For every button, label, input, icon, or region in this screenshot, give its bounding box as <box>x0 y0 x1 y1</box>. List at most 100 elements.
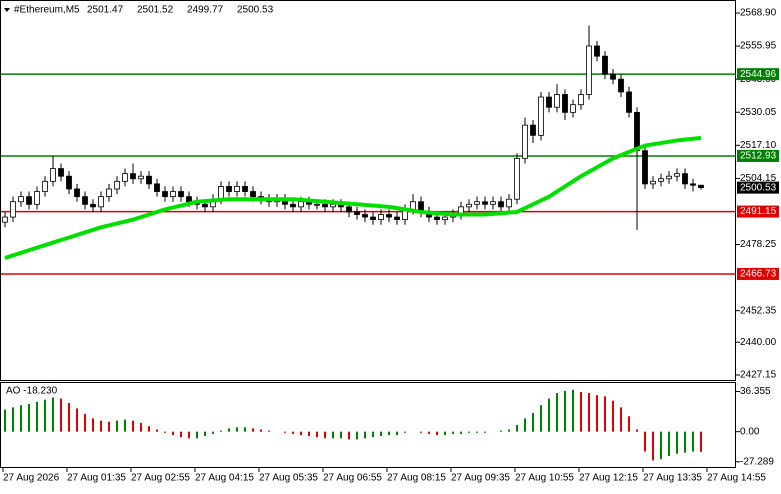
candle-body <box>90 203 96 208</box>
candle-body <box>202 203 208 208</box>
header-low: 2499.77 <box>187 5 224 16</box>
y-tick-label: 2452.35 <box>740 305 777 316</box>
candle-body <box>674 173 680 177</box>
y-tick-label: 2440.00 <box>740 337 777 348</box>
candle-body <box>490 201 496 205</box>
candle-body <box>66 175 72 190</box>
candle-body <box>442 216 448 221</box>
x-tick-label: 27 Aug 02:55 <box>131 473 190 484</box>
candle-body <box>650 180 656 185</box>
y-tick-label: 2568.90 <box>740 8 777 19</box>
candle-body <box>562 94 568 113</box>
candle-body <box>410 201 416 210</box>
candle-body <box>298 201 304 208</box>
candle-body <box>186 196 192 203</box>
ao-label: AO -18.230 <box>6 386 58 397</box>
candle-body <box>394 216 400 221</box>
candle-body <box>178 191 184 198</box>
x-tick-label: 27 Aug 13:35 <box>643 473 702 484</box>
candle-body <box>522 124 528 159</box>
candle-body <box>314 203 320 206</box>
candle-body <box>698 184 704 189</box>
ao-frame <box>0 382 736 468</box>
level-label: 2512.93 <box>740 151 777 162</box>
candle-body <box>354 211 360 215</box>
x-tick-label: 27 Aug 14:55 <box>707 473 766 484</box>
x-tick-label: 27 Aug 12:15 <box>579 473 638 484</box>
candle-body <box>10 201 16 218</box>
y-tick-label: 2504.15 <box>740 173 777 184</box>
level-label-box <box>737 267 779 280</box>
candle-body <box>610 73 616 80</box>
candle-body <box>642 150 648 185</box>
candle-body <box>594 45 600 57</box>
moving-average <box>4 135 702 260</box>
candle-body <box>26 196 32 205</box>
candle-body <box>602 55 608 75</box>
candle-body <box>114 180 120 190</box>
level-label: 2466.73 <box>740 269 777 280</box>
candle-body <box>386 214 392 218</box>
candle-body <box>322 203 328 208</box>
x-tick-label: 27 Aug 08:15 <box>387 473 446 484</box>
x-tick-label: 27 Aug 2026 <box>3 473 60 484</box>
candle-body <box>666 175 672 180</box>
candle-body <box>122 173 128 182</box>
candle-body <box>378 214 384 221</box>
y-tick-label: 2427.15 <box>740 370 777 381</box>
y-tick-label: 2530.05 <box>740 107 777 118</box>
candle-body <box>570 104 576 113</box>
candle-body <box>370 216 376 221</box>
candle-body <box>474 201 480 205</box>
candle-body <box>530 124 536 136</box>
level-label: 2544.96 <box>740 69 777 80</box>
candle-body <box>618 78 624 93</box>
ao-y-tick-label: 36.355 <box>740 386 771 397</box>
y-tick-label: 2517.10 <box>740 140 777 151</box>
x-tick-label: 27 Aug 01:35 <box>67 473 126 484</box>
candle-body <box>690 183 696 186</box>
candle-body <box>506 198 512 208</box>
candle-body <box>466 203 472 208</box>
candle-body <box>250 191 256 198</box>
candle-body <box>234 186 240 192</box>
x-tick-label: 27 Aug 09:35 <box>451 473 510 484</box>
collapse-icon[interactable] <box>4 8 10 12</box>
candle-body <box>578 94 584 106</box>
level-label: 2491.15 <box>740 206 777 217</box>
candle-body <box>514 157 520 200</box>
x-tick-label: 27 Aug 10:55 <box>515 473 574 484</box>
symbol: #Ethereum,M5 <box>14 5 80 16</box>
y-tick-label: 2478.25 <box>740 239 777 250</box>
level-label-box <box>737 205 779 218</box>
main-frame <box>0 0 736 381</box>
price-label-box <box>737 181 779 194</box>
candle-body <box>170 191 176 198</box>
candle-body <box>330 203 336 208</box>
candle-body <box>106 188 112 198</box>
candle-body <box>482 201 488 205</box>
ao-y-tick-label: -27.289 <box>740 456 774 467</box>
candle-body <box>346 206 352 213</box>
candle-body <box>634 111 640 152</box>
candle-body <box>586 45 592 95</box>
candle-body <box>226 186 232 192</box>
candle-body <box>538 96 544 136</box>
ao-y-tick-label: 0.00 <box>740 426 760 437</box>
level-label-box <box>737 68 779 81</box>
candle-body <box>34 191 40 205</box>
level-label-box <box>737 149 779 162</box>
candle-body <box>138 175 144 180</box>
candle-body <box>98 196 104 208</box>
candle-body <box>218 186 224 200</box>
candle-body <box>18 196 24 203</box>
price-label: 2500.53 <box>740 182 777 193</box>
candle-body <box>658 178 664 182</box>
candle-body <box>146 175 152 185</box>
y-tick-label: 2555.95 <box>740 41 777 52</box>
candle-body <box>50 168 56 182</box>
header-open: 2501.47 <box>87 5 124 16</box>
